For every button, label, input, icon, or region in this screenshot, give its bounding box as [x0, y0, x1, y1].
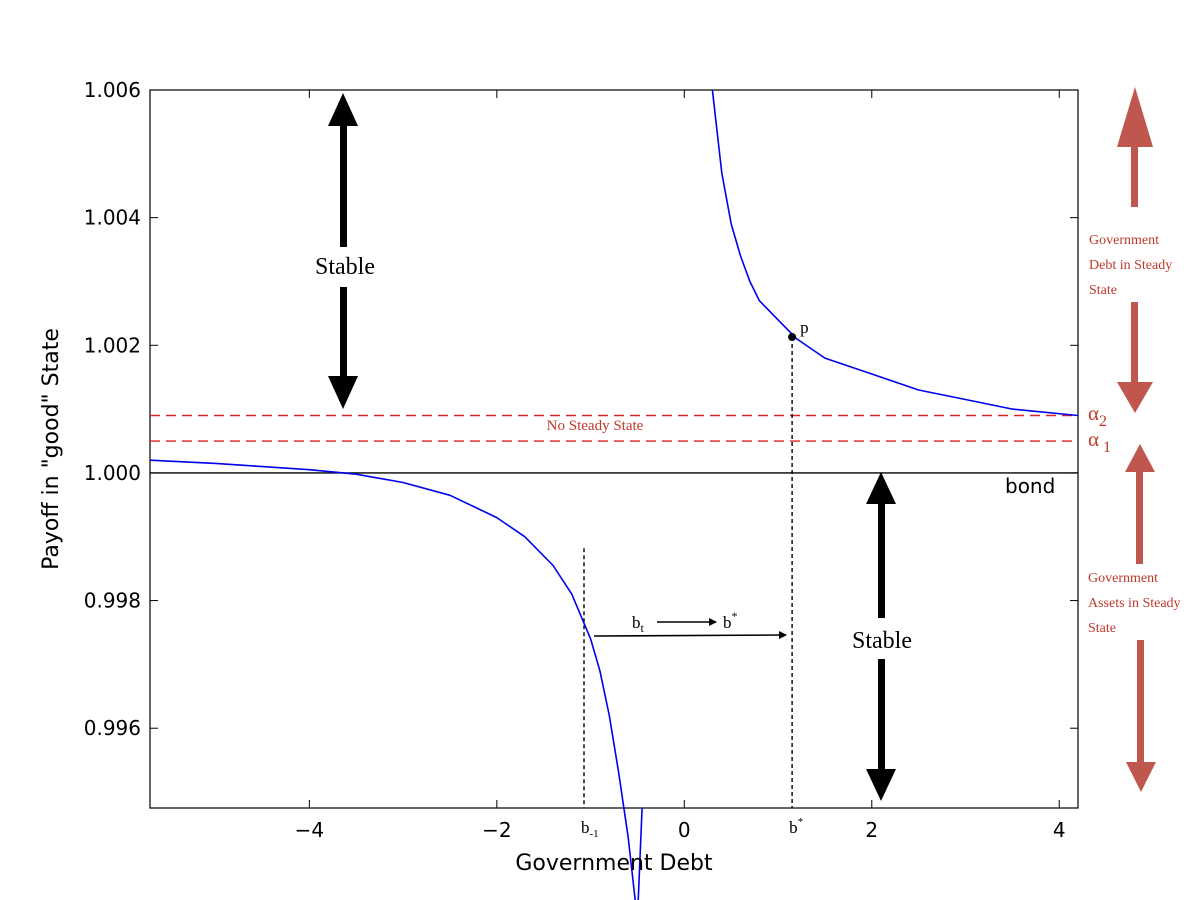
y-tick-label: 1.000	[84, 461, 141, 485]
bt-label: bt	[632, 613, 645, 635]
no-steady-state-label: No Steady State	[547, 418, 644, 434]
gov-debt-arrow	[1117, 87, 1153, 413]
y-tick-label: 1.006	[84, 78, 141, 102]
stable-upper-arrow	[328, 93, 358, 409]
gov-assets-arrow	[1125, 444, 1156, 792]
gov-assets-label: Government Assets in Steady State	[1088, 571, 1184, 636]
transition-arrow	[593, 631, 787, 640]
gov-debt-label: Government Debt in Steady State	[1089, 233, 1176, 298]
x-tick-label: 4	[1053, 818, 1066, 842]
point-p-label: p	[800, 318, 809, 337]
axis-ticks: −4 −2 0 2 4 0.996 0.998 1.000 1.002 1.004 1.006 b-1…	[84, 78, 1078, 842]
point-p	[788, 332, 797, 341]
stable-lower-arrow	[866, 472, 896, 801]
alpha2-label: α2	[1088, 401, 1107, 430]
x-tick-label: −2	[482, 818, 511, 842]
y-axis-title: Payoff in "good" State	[39, 328, 64, 570]
bond-label: bond	[1005, 474, 1055, 498]
y-tick-label: 0.998	[84, 589, 141, 613]
stable-upper-label: Stable	[315, 254, 375, 280]
reference-lines	[150, 336, 1078, 808]
x-tick-label: 2	[865, 818, 878, 842]
y-tick-label: 1.002	[84, 333, 141, 357]
x-tick-label: −4	[295, 818, 324, 842]
b-axis-label: b*	[789, 816, 803, 837]
x-axis-title: Government Debt	[515, 851, 713, 876]
bstar-annotation-label: b*	[723, 609, 738, 632]
curve-upper	[711, 89, 1079, 417]
stable-lower-label: Stable	[852, 628, 912, 654]
curves: p	[149, 89, 1079, 900]
x-tick-label: 0	[678, 818, 691, 842]
b-axis-label: b-1	[581, 818, 599, 840]
y-tick-label: 0.996	[84, 716, 141, 740]
curve-lower	[149, 459, 643, 900]
y-tick-label: 1.004	[84, 206, 141, 230]
plot-frame	[149, 89, 1079, 809]
